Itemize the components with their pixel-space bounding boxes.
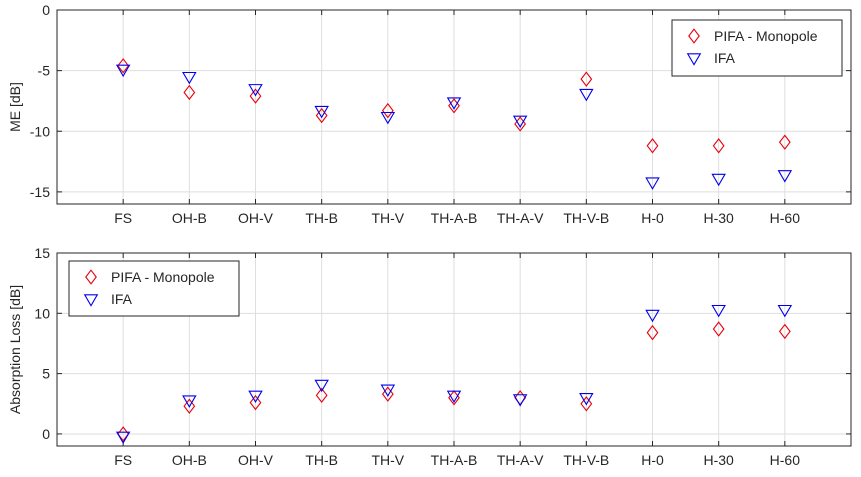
data-point-pifa bbox=[117, 58, 130, 74]
y-tick-label: 0 bbox=[42, 2, 50, 18]
x-tick-label: H-0 bbox=[641, 452, 664, 468]
data-point-ifa bbox=[777, 304, 793, 318]
legend-marker bbox=[686, 53, 702, 66]
data-point-ifa bbox=[446, 97, 462, 110]
data-point-pifa bbox=[646, 138, 659, 154]
x-tick-label: TH-A-V bbox=[497, 452, 544, 468]
x-tick-label: TH-A-V bbox=[497, 210, 544, 226]
y-tick-label: 5 bbox=[42, 366, 50, 382]
x-tick-label: H-60 bbox=[770, 452, 801, 468]
legend: PIFA - Monopole IFA bbox=[68, 260, 240, 317]
legend: PIFA - Monopole IFA bbox=[671, 19, 843, 77]
data-point-ifa bbox=[314, 105, 329, 119]
x-tick-label: TH-B bbox=[305, 210, 338, 226]
data-point-ifa bbox=[579, 88, 594, 102]
x-tick-label: OH-V bbox=[238, 210, 274, 226]
data-point-ifa bbox=[248, 84, 263, 97]
y-tick-label: -5 bbox=[38, 63, 51, 79]
legend-marker bbox=[688, 28, 700, 44]
data-point-ifa bbox=[115, 431, 131, 445]
data-point-pifa bbox=[778, 134, 791, 150]
data-point-pifa bbox=[778, 323, 791, 340]
data-point-pifa bbox=[381, 102, 394, 119]
x-tick-label: OH-B bbox=[172, 210, 207, 226]
y-tick-label: 15 bbox=[34, 245, 50, 261]
data-point-pifa bbox=[249, 88, 262, 104]
data-point-pifa bbox=[183, 398, 196, 414]
legend-label: IFA bbox=[714, 50, 736, 66]
x-tick-label: OH-B bbox=[172, 452, 207, 468]
y-axis-label: Absorption Loss [dB] bbox=[7, 285, 23, 414]
data-point-pifa bbox=[381, 386, 394, 402]
legend-marker bbox=[83, 294, 99, 307]
x-tick-label: TH-A-B bbox=[431, 210, 478, 226]
legend-box bbox=[68, 260, 240, 317]
y-tick-label: 0 bbox=[42, 426, 50, 442]
y-tick-label: -15 bbox=[30, 184, 50, 200]
chart-panel-2: FS OH-B OH-V TH-B TH-V TH-A-B TH-A-V TH-V-B H-0 H… bbox=[7, 245, 852, 468]
data-point-ifa bbox=[579, 392, 594, 406]
legend-label: PIFA - Monopole bbox=[111, 269, 215, 285]
data-point-ifa bbox=[380, 384, 396, 397]
data-point-pifa bbox=[315, 107, 328, 124]
data-point-ifa bbox=[645, 177, 660, 190]
x-tick-label: TH-A-B bbox=[431, 452, 478, 468]
x-tick-label: H-60 bbox=[770, 210, 801, 226]
x-tick-label: FS bbox=[114, 452, 132, 468]
data-point-ifa bbox=[380, 111, 396, 125]
data-point-ifa bbox=[711, 304, 726, 318]
data-point-ifa bbox=[645, 309, 660, 323]
data-point-pifa bbox=[315, 387, 328, 404]
data-point-pifa bbox=[712, 321, 725, 337]
y-tick-label: -10 bbox=[30, 123, 50, 139]
data-point-ifa bbox=[512, 394, 528, 407]
y-axis-label: ME [dB] bbox=[7, 82, 23, 132]
y-tick-label: 10 bbox=[34, 305, 50, 321]
data-point-pifa bbox=[580, 71, 593, 87]
x-tick-label: TH-V bbox=[371, 210, 404, 226]
legend-label: PIFA - Monopole bbox=[714, 28, 818, 44]
data-point-ifa bbox=[182, 71, 197, 85]
x-tick-label: OH-V bbox=[238, 452, 274, 468]
data-point-ifa bbox=[248, 390, 263, 404]
x-tick-label: TH-B bbox=[305, 452, 338, 468]
x-tick-label: TH-V-B bbox=[563, 452, 609, 468]
x-tick-label: H-30 bbox=[703, 452, 734, 468]
data-point-ifa bbox=[314, 379, 329, 393]
x-tick-label: TH-V bbox=[371, 452, 404, 468]
x-tick-label: H-30 bbox=[703, 210, 734, 226]
x-tick-label: TH-V-B bbox=[563, 210, 609, 226]
x-tick-label: FS bbox=[114, 210, 132, 226]
legend-box bbox=[671, 19, 843, 77]
data-point-ifa bbox=[182, 395, 197, 408]
data-point-ifa bbox=[777, 170, 793, 183]
chart-panel-1: FS OH-B OH-V TH-B TH-V TH-A-B TH-A-V TH-V-B H-0 H… bbox=[7, 2, 852, 226]
data-point-pifa bbox=[183, 84, 196, 101]
data-point-ifa bbox=[115, 64, 131, 78]
data-point-pifa bbox=[646, 324, 659, 341]
data-point-pifa bbox=[580, 396, 593, 412]
legend-marker bbox=[85, 269, 97, 285]
data-point-ifa bbox=[512, 115, 528, 129]
data-point-ifa bbox=[711, 173, 726, 187]
legend-label: IFA bbox=[111, 291, 133, 307]
x-tick-label: H-0 bbox=[641, 210, 664, 226]
data-point-pifa bbox=[249, 394, 262, 411]
data-point-pifa bbox=[712, 138, 725, 154]
data-point-ifa bbox=[446, 390, 462, 404]
